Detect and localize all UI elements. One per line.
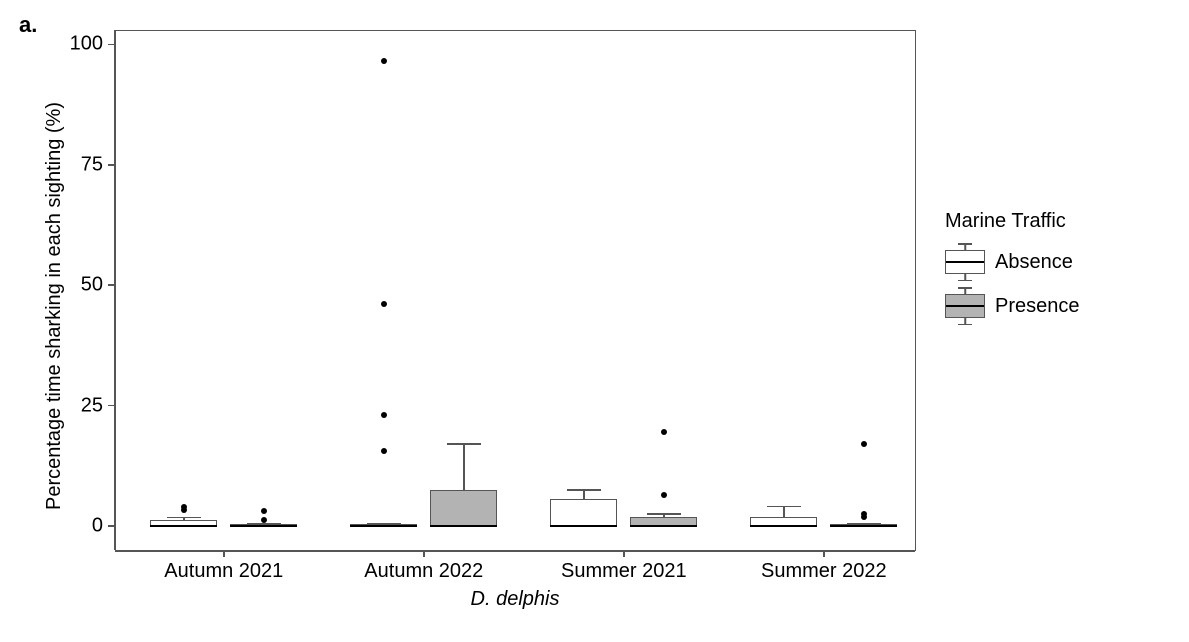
outlier-point xyxy=(861,514,867,520)
y-tick xyxy=(108,44,115,46)
median-line xyxy=(750,525,817,527)
x-tick xyxy=(223,550,225,557)
outlier-point xyxy=(261,517,267,523)
outlier-point xyxy=(381,301,387,307)
y-tick xyxy=(108,164,115,166)
y-tick-label: 75 xyxy=(65,153,103,176)
legend-item-presence: Presence xyxy=(945,287,1080,325)
outlier-point xyxy=(861,441,867,447)
x-axis-line xyxy=(115,550,915,552)
panel-label: a. xyxy=(19,12,37,38)
outlier-point xyxy=(381,412,387,418)
box xyxy=(550,499,617,525)
legend-swatch-absence xyxy=(945,250,985,274)
x-tick-label: Autumn 2022 xyxy=(364,560,483,583)
x-axis-title: D. delphis xyxy=(471,588,560,611)
median-line xyxy=(550,525,617,527)
x-tick-label: Summer 2022 xyxy=(761,560,887,583)
legend-item-absence: Absence xyxy=(945,243,1080,281)
legend-title: Marine Traffic xyxy=(945,210,1080,233)
whisker-cap xyxy=(647,513,681,515)
median-line xyxy=(350,525,417,527)
outlier-point xyxy=(261,508,267,514)
whisker-upper xyxy=(583,490,585,500)
median-line xyxy=(230,525,297,527)
whisker-cap xyxy=(767,506,801,508)
plot-area xyxy=(115,30,916,551)
legend-swatch-presence xyxy=(945,294,985,318)
figure: a. Marine Traffic Absence Presence xyxy=(0,0,1189,642)
y-tick-label: 0 xyxy=(65,514,103,537)
outlier-point xyxy=(381,448,387,454)
y-tick xyxy=(108,405,115,407)
outlier-point xyxy=(181,504,187,510)
whisker-cap xyxy=(567,489,601,491)
x-tick xyxy=(823,550,825,557)
y-tick-label: 25 xyxy=(65,394,103,417)
legend-label: Absence xyxy=(995,251,1073,274)
y-tick-label: 100 xyxy=(65,33,103,56)
legend-key-presence xyxy=(945,287,985,325)
legend: Marine Traffic Absence Presence xyxy=(945,210,1080,331)
whisker-cap xyxy=(447,443,481,445)
x-tick xyxy=(423,550,425,557)
legend-key-absence xyxy=(945,243,985,281)
whisker-upper xyxy=(463,444,465,490)
x-tick xyxy=(623,550,625,557)
y-axis-title: Percentage time sharking in each sightin… xyxy=(43,102,66,510)
legend-label: Presence xyxy=(995,295,1080,318)
outlier-point xyxy=(381,58,387,64)
whisker-upper xyxy=(783,507,785,518)
y-tick xyxy=(108,525,115,527)
whisker-cap xyxy=(167,517,201,519)
median-line xyxy=(430,525,497,527)
median-line xyxy=(630,525,697,527)
box xyxy=(430,490,497,526)
y-tick-label: 50 xyxy=(65,274,103,297)
median-line xyxy=(830,525,897,527)
x-tick-label: Summer 2021 xyxy=(561,560,687,583)
median-line xyxy=(150,525,217,527)
y-axis-line xyxy=(114,30,116,550)
outlier-point xyxy=(661,429,667,435)
outlier-point xyxy=(661,492,667,498)
y-tick xyxy=(108,284,115,286)
x-tick-label: Autumn 2021 xyxy=(164,560,283,583)
